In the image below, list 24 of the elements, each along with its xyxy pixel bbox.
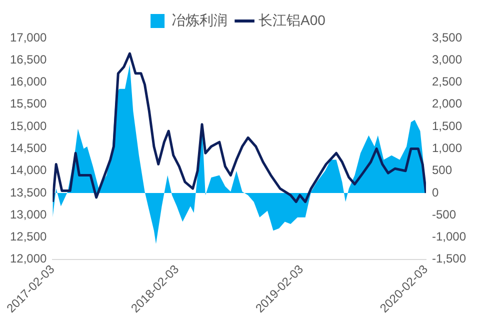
- y-tick-label: 14,000: [10, 163, 48, 178]
- y2-tick-label: 1,500: [432, 118, 462, 133]
- y-tick-label: 16,000: [10, 74, 48, 89]
- y-tick-label: 13,000: [10, 207, 48, 222]
- y2-tick-label: 2,000: [432, 96, 462, 111]
- y-tick-label: 12,000: [10, 252, 48, 266]
- y2-tick-label: -1,500: [432, 252, 466, 266]
- y2-tick-label: -500: [432, 207, 456, 222]
- y-tick-label: 13,500: [10, 185, 48, 200]
- y-tick-label: 15,500: [10, 96, 48, 111]
- legend-label: 冶炼利润: [172, 12, 228, 28]
- y2-tick-label: 1,000: [432, 141, 462, 156]
- y2-tick-label: 500: [432, 163, 452, 178]
- y2-tick-label: 2,500: [432, 74, 462, 89]
- y-tick-label: 16,500: [10, 52, 48, 66]
- y-tick-label: 14,500: [10, 141, 48, 156]
- y-tick-label: 17,000: [10, 30, 48, 44]
- y-tick-label: 12,500: [10, 230, 48, 244]
- y2-tick-label: 3,500: [432, 30, 462, 44]
- y2-tick-label: -1,000: [432, 230, 466, 244]
- y-tick-label: 15,000: [10, 118, 48, 133]
- y2-tick-label: 0: [432, 185, 439, 200]
- y2-tick-label: 3,000: [432, 52, 462, 66]
- legend-label: 长江铝A00: [258, 12, 326, 28]
